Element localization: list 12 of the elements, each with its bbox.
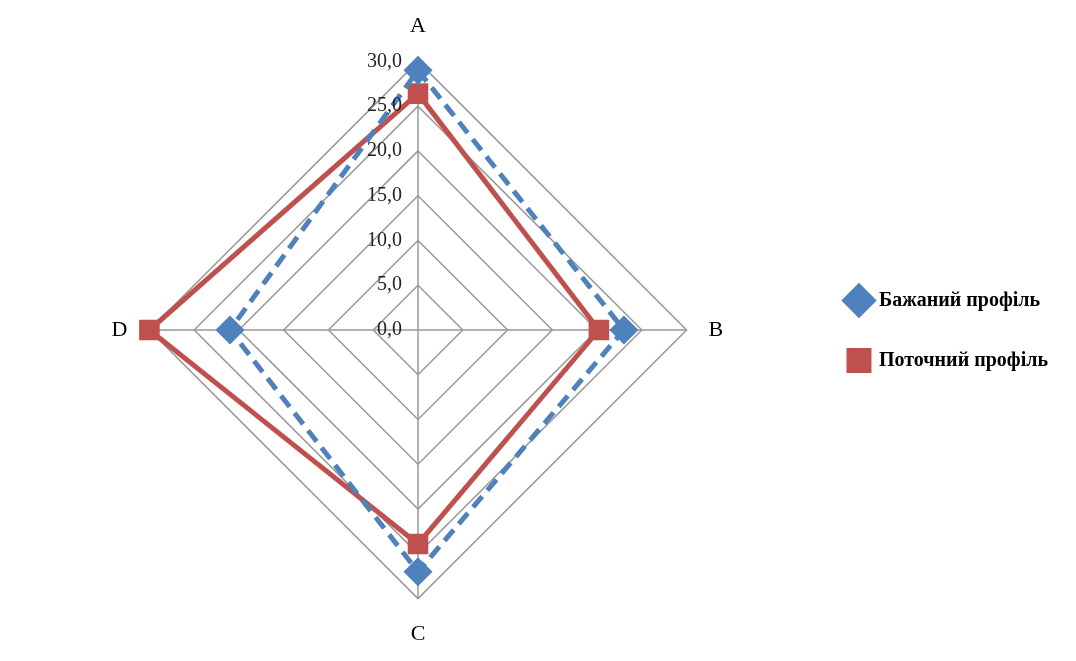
legend-label: Поточний профіль xyxy=(878,347,1049,371)
y-tick-label: 5,0 xyxy=(377,272,402,295)
y-tick-label: 15,0 xyxy=(367,182,402,205)
legend-label: Бажаний профіль xyxy=(878,287,1041,311)
y-tick-label: 30,0 xyxy=(367,48,402,71)
spoke-label: D xyxy=(111,315,128,341)
y-tick-label: 0,0 xyxy=(377,317,402,340)
spoke-label: B xyxy=(708,315,724,341)
spoke-label: A xyxy=(410,11,427,37)
y-tick-label: 20,0 xyxy=(367,138,402,161)
spoke-label: C xyxy=(410,619,426,645)
y-tick-label: 10,0 xyxy=(367,227,402,250)
